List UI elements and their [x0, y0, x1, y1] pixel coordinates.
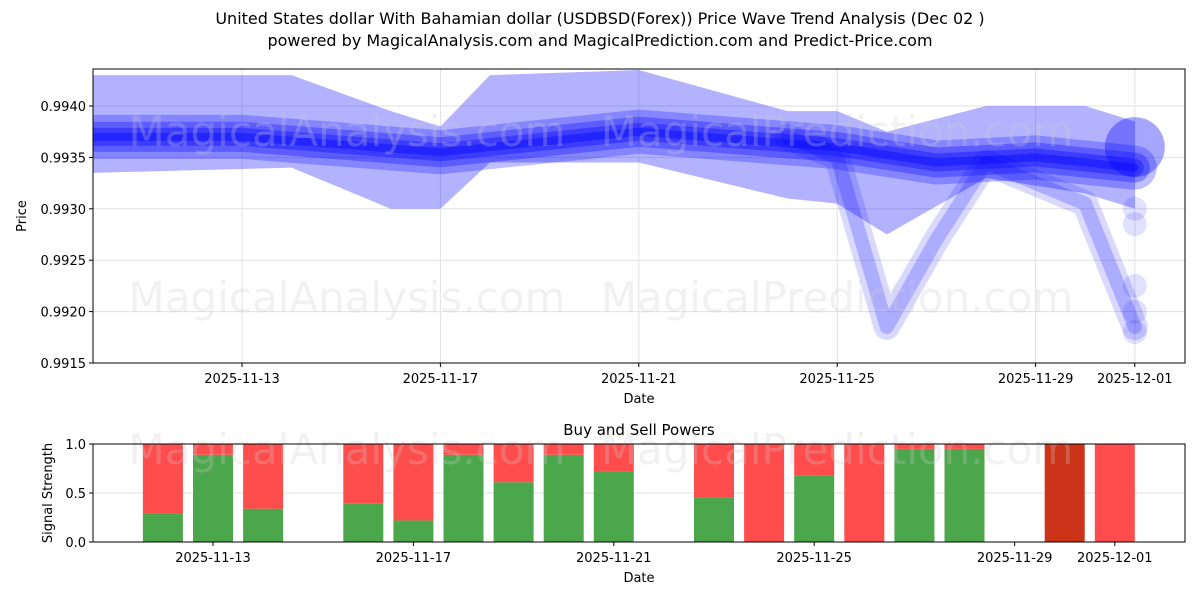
bar-2025-11-18	[443, 444, 484, 542]
bar-2025-11-16	[343, 444, 384, 542]
svg-text:2025-11-13: 2025-11-13	[204, 372, 280, 387]
svg-text:MagicalAnalysis.com: MagicalAnalysis.com	[129, 273, 566, 322]
sell-bar	[393, 444, 434, 521]
bar-2025-11-27	[894, 444, 935, 542]
svg-text:2025-12-01: 2025-12-01	[1077, 551, 1153, 566]
bar-2025-11-14	[243, 444, 284, 542]
bar-2025-11-13	[193, 444, 233, 542]
buy-bar	[443, 454, 484, 542]
signal-x-ticks: 2025-11-13 2025-11-17 2025-11-21 2025-11-25…	[175, 542, 1153, 566]
price-wave-bands	[93, 70, 1165, 345]
svg-text:1.0: 1.0	[65, 438, 86, 453]
svg-text:2025-11-29: 2025-11-29	[977, 551, 1053, 566]
svg-text:2025-11-17: 2025-11-17	[403, 372, 479, 387]
buy-sell-bars	[142, 444, 1135, 542]
watermark-layer-bottom: MagicalAnalysis.com MagicalPrediction.com	[129, 425, 1074, 474]
buy-bar	[694, 497, 734, 542]
buy-bar	[794, 475, 835, 542]
svg-text:0.9930: 0.9930	[41, 203, 87, 218]
svg-text:0.9935: 0.9935	[41, 151, 87, 166]
svg-text:MagicalPrediction.com: MagicalPrediction.com	[601, 273, 1074, 322]
svg-text:2025-11-13: 2025-11-13	[175, 551, 251, 566]
chart-title: United States dollar With Bahamian dolla…	[215, 9, 985, 28]
svg-text:0.9925: 0.9925	[41, 254, 87, 269]
chart-subtitle: powered by MagicalAnalysis.com and Magic…	[267, 31, 933, 50]
signal-y-axis-label: Signal Strength	[41, 443, 56, 543]
bar-2025-11-12	[142, 444, 183, 542]
sell-bar	[493, 444, 534, 483]
svg-text:2025-12-01: 2025-12-01	[1097, 372, 1173, 387]
sell-bar	[443, 444, 484, 455]
bar-2025-11-30	[1044, 444, 1085, 542]
bar-2025-11-28	[944, 444, 985, 542]
svg-text:MagicalPrediction.com: MagicalPrediction.com	[601, 425, 1074, 474]
svg-text:2025-11-21: 2025-11-21	[576, 551, 652, 566]
svg-text:2025-11-21: 2025-11-21	[601, 372, 677, 387]
price-x-ticks: 2025-11-13 2025-11-17 2025-11-21 2025-11-25…	[204, 363, 1173, 387]
bar-2025-11-26	[844, 444, 885, 542]
svg-text:2025-11-17: 2025-11-17	[376, 551, 452, 566]
svg-text:0.9920: 0.9920	[41, 306, 87, 321]
svg-text:0.9915: 0.9915	[41, 357, 87, 372]
buy-bar	[493, 482, 534, 542]
buy-bar	[343, 503, 384, 542]
sell-bar	[193, 444, 233, 455]
buy-bar	[543, 454, 584, 542]
buy-bar	[393, 520, 434, 542]
buy-bar	[944, 448, 985, 542]
sell-bar	[343, 444, 384, 504]
sell-bar	[844, 444, 885, 542]
watermark-layer: MagicalAnalysis.com MagicalPrediction.com…	[129, 107, 1074, 322]
price-y-ticks: 0.9915 0.9920 0.9925 0.9930 0.9935 0.9940	[41, 100, 93, 372]
price-x-axis-label: Date	[623, 392, 654, 407]
svg-text:0.0: 0.0	[65, 536, 86, 551]
buy-bar	[243, 508, 284, 542]
svg-text:2025-11-25: 2025-11-25	[776, 551, 852, 566]
signal-x-axis-label: Date	[623, 571, 654, 586]
svg-text:2025-11-29: 2025-11-29	[998, 372, 1074, 387]
svg-text:0.9940: 0.9940	[41, 100, 87, 115]
svg-text:0.5: 0.5	[65, 487, 86, 502]
sell-bar	[794, 444, 835, 476]
price-y-axis-label: Price	[15, 200, 30, 232]
svg-text:MagicalPrediction.com: MagicalPrediction.com	[601, 107, 1074, 156]
sell-bar	[142, 444, 183, 514]
svg-text:MagicalAnalysis.com: MagicalAnalysis.com	[129, 107, 566, 156]
signal-y-ticks: 0.0 0.5 1.0	[65, 438, 93, 551]
sell-bar	[543, 444, 584, 455]
sell-bar	[944, 444, 985, 449]
buy-sell-title: Buy and Sell Powers	[563, 421, 715, 439]
bar-2025-11-21	[593, 444, 634, 542]
sell-bar	[1044, 444, 1085, 542]
buy-bar	[894, 448, 935, 542]
bar-2025-11-19	[493, 444, 534, 542]
bar-2025-11-20	[543, 444, 584, 542]
svg-text:MagicalAnalysis.com: MagicalAnalysis.com	[129, 425, 566, 474]
sell-bar	[243, 444, 284, 509]
sell-bar	[694, 444, 734, 498]
bar-2025-11-24	[744, 444, 785, 542]
sell-bar	[1094, 444, 1135, 542]
sell-bar	[894, 444, 935, 449]
buy-bar	[142, 513, 183, 542]
price-grid	[93, 69, 1185, 364]
svg-text:2025-11-25: 2025-11-25	[799, 372, 875, 387]
sell-bar	[744, 444, 785, 542]
bar-2025-11-17	[393, 444, 434, 542]
sell-bar	[593, 444, 634, 472]
buy-bar	[593, 471, 634, 542]
bar-2025-11-25	[794, 444, 835, 542]
buy-bar	[193, 454, 233, 542]
bar-2025-11-23	[694, 444, 734, 542]
bar-2025-12-01	[1094, 444, 1135, 542]
